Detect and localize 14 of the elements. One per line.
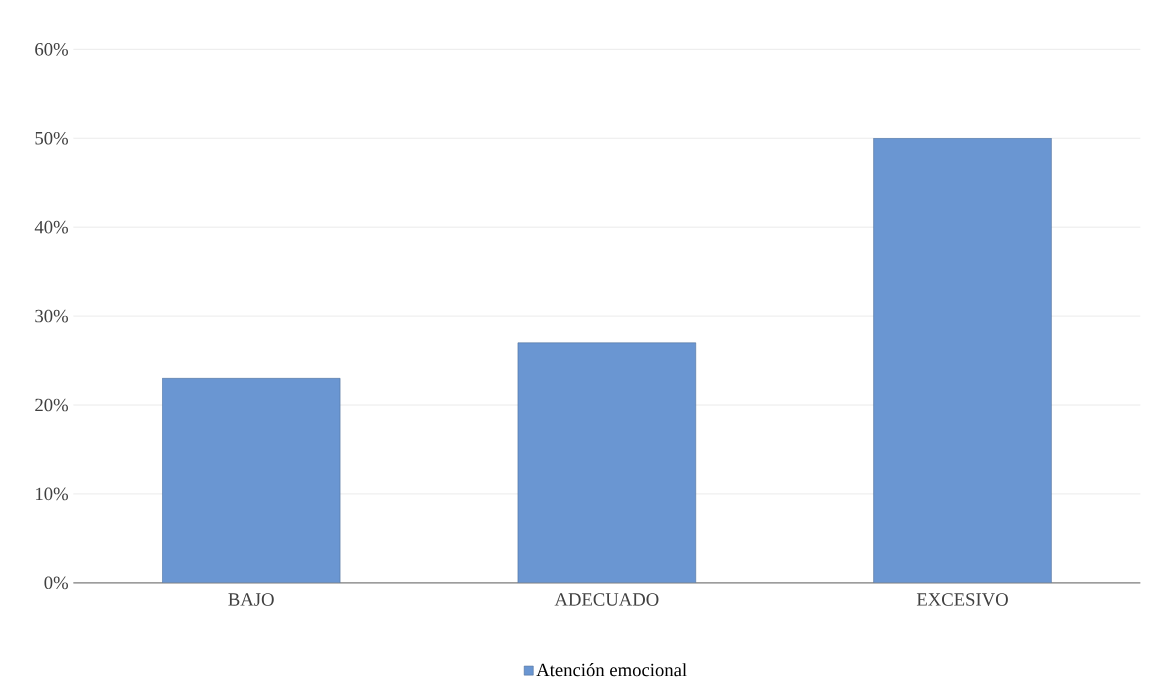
y-tick-label: 10%: [36, 487, 68, 501]
bar: [873, 138, 1052, 583]
y-tick-label: 50%: [35, 131, 68, 145]
y-tick-label: 0%: [44, 576, 68, 590]
x-tick-label: EXCESIVO: [916, 593, 1008, 606]
x-tick-label: BAJO: [228, 593, 274, 606]
x-tick-label: ADECUADO: [554, 593, 659, 606]
y-tick-label: 20%: [35, 398, 68, 412]
y-tick-label: 30%: [35, 309, 68, 323]
legend-label: Atención emocional: [536, 663, 687, 677]
y-tick-label: 40%: [34, 220, 68, 234]
bar: [162, 378, 341, 583]
bar: [517, 342, 697, 583]
y-tick-label: 60%: [35, 43, 68, 56]
